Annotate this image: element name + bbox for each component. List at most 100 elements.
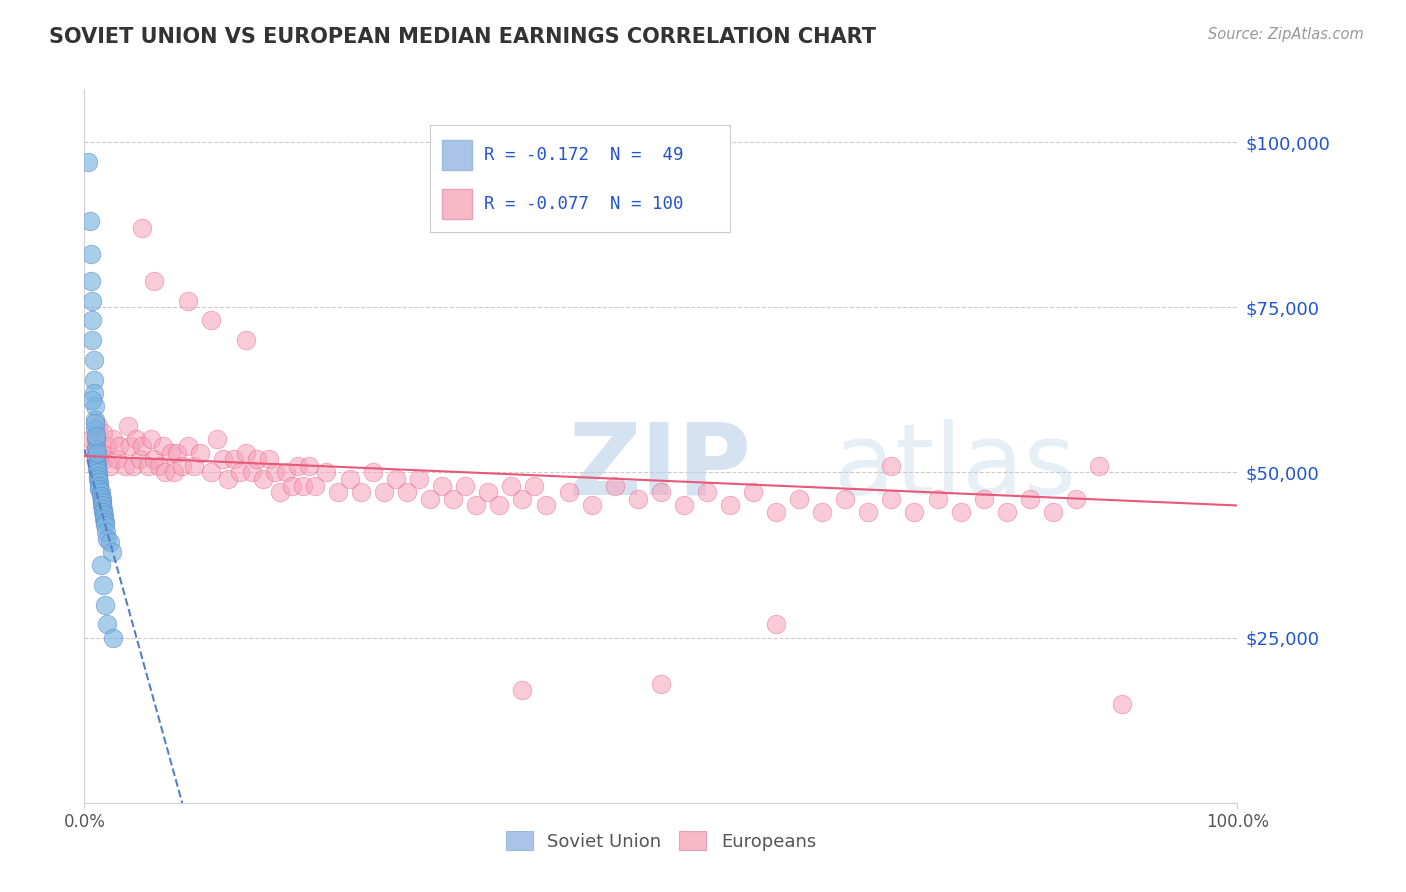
Point bbox=[218, 472, 240, 486]
Point bbox=[326, 485, 349, 500]
Point bbox=[82, 333, 104, 347]
Point bbox=[304, 478, 326, 492]
Point bbox=[84, 449, 107, 463]
Point bbox=[252, 472, 274, 486]
Point bbox=[650, 677, 672, 691]
Point bbox=[125, 433, 148, 447]
Point bbox=[995, 505, 1018, 519]
Point bbox=[292, 478, 315, 492]
Point bbox=[148, 458, 170, 473]
Point bbox=[79, 214, 101, 228]
Point bbox=[87, 466, 110, 480]
Point bbox=[224, 452, 246, 467]
Point bbox=[163, 466, 186, 480]
Point bbox=[200, 466, 222, 480]
Point bbox=[465, 499, 488, 513]
Point bbox=[235, 445, 257, 459]
Point bbox=[650, 485, 672, 500]
Point bbox=[166, 445, 188, 459]
Point bbox=[454, 478, 477, 492]
Point bbox=[205, 433, 228, 447]
Point bbox=[96, 439, 118, 453]
Point bbox=[373, 485, 395, 500]
Point bbox=[83, 400, 105, 414]
Point bbox=[141, 433, 163, 447]
Point bbox=[263, 466, 285, 480]
Point bbox=[83, 373, 105, 387]
Point bbox=[949, 505, 972, 519]
Point bbox=[512, 491, 534, 506]
Point bbox=[430, 478, 453, 492]
Point bbox=[200, 313, 222, 327]
Point bbox=[523, 478, 546, 492]
Text: atlas: atlas bbox=[834, 419, 1076, 516]
Point bbox=[142, 274, 165, 288]
Point bbox=[84, 442, 107, 457]
Point bbox=[384, 472, 406, 486]
Point bbox=[94, 518, 117, 533]
Point bbox=[1111, 697, 1133, 711]
Point bbox=[350, 485, 373, 500]
Point bbox=[834, 491, 856, 506]
Point bbox=[477, 485, 499, 500]
Point bbox=[83, 445, 105, 459]
Point bbox=[512, 683, 534, 698]
Point bbox=[83, 422, 105, 436]
Point bbox=[82, 293, 104, 308]
Point bbox=[183, 458, 205, 473]
Point bbox=[89, 482, 111, 496]
Point bbox=[627, 491, 650, 506]
Point bbox=[1018, 491, 1040, 506]
Point bbox=[103, 433, 124, 447]
Point bbox=[880, 491, 903, 506]
Point bbox=[488, 499, 510, 513]
Point bbox=[603, 478, 626, 492]
Point bbox=[315, 466, 337, 480]
Point bbox=[117, 419, 139, 434]
Point bbox=[80, 247, 103, 261]
Point bbox=[419, 491, 441, 506]
Point bbox=[240, 466, 263, 480]
Point bbox=[84, 439, 107, 453]
Text: Source: ZipAtlas.com: Source: ZipAtlas.com bbox=[1208, 27, 1364, 42]
Point bbox=[235, 333, 257, 347]
Point bbox=[269, 485, 291, 500]
Point bbox=[128, 452, 150, 467]
Point bbox=[89, 489, 111, 503]
Point bbox=[83, 353, 105, 368]
Point bbox=[96, 524, 118, 539]
Point bbox=[87, 419, 110, 434]
Point bbox=[276, 466, 298, 480]
Point bbox=[80, 274, 103, 288]
Legend: Soviet Union, Europeans: Soviet Union, Europeans bbox=[498, 824, 824, 858]
Point bbox=[973, 491, 995, 506]
Point bbox=[105, 452, 128, 467]
Point bbox=[90, 491, 112, 506]
Point bbox=[101, 545, 124, 559]
Point bbox=[121, 458, 143, 473]
Point bbox=[339, 472, 361, 486]
Point bbox=[408, 472, 430, 486]
Point bbox=[153, 466, 176, 480]
Point bbox=[86, 458, 108, 473]
Point bbox=[672, 499, 695, 513]
Point bbox=[84, 433, 107, 447]
Point bbox=[246, 452, 269, 467]
Point bbox=[82, 392, 104, 407]
Point bbox=[298, 458, 321, 473]
Point bbox=[718, 499, 741, 513]
Point bbox=[96, 532, 118, 546]
Point bbox=[188, 445, 211, 459]
Point bbox=[96, 617, 118, 632]
Point bbox=[87, 468, 110, 483]
Point bbox=[91, 578, 114, 592]
Point bbox=[142, 452, 165, 467]
Point bbox=[86, 445, 108, 459]
Point bbox=[94, 515, 117, 529]
Point bbox=[696, 485, 718, 500]
Point bbox=[787, 491, 810, 506]
Point bbox=[89, 485, 111, 500]
Point bbox=[557, 485, 579, 500]
Point bbox=[120, 439, 142, 453]
Point bbox=[880, 458, 903, 473]
